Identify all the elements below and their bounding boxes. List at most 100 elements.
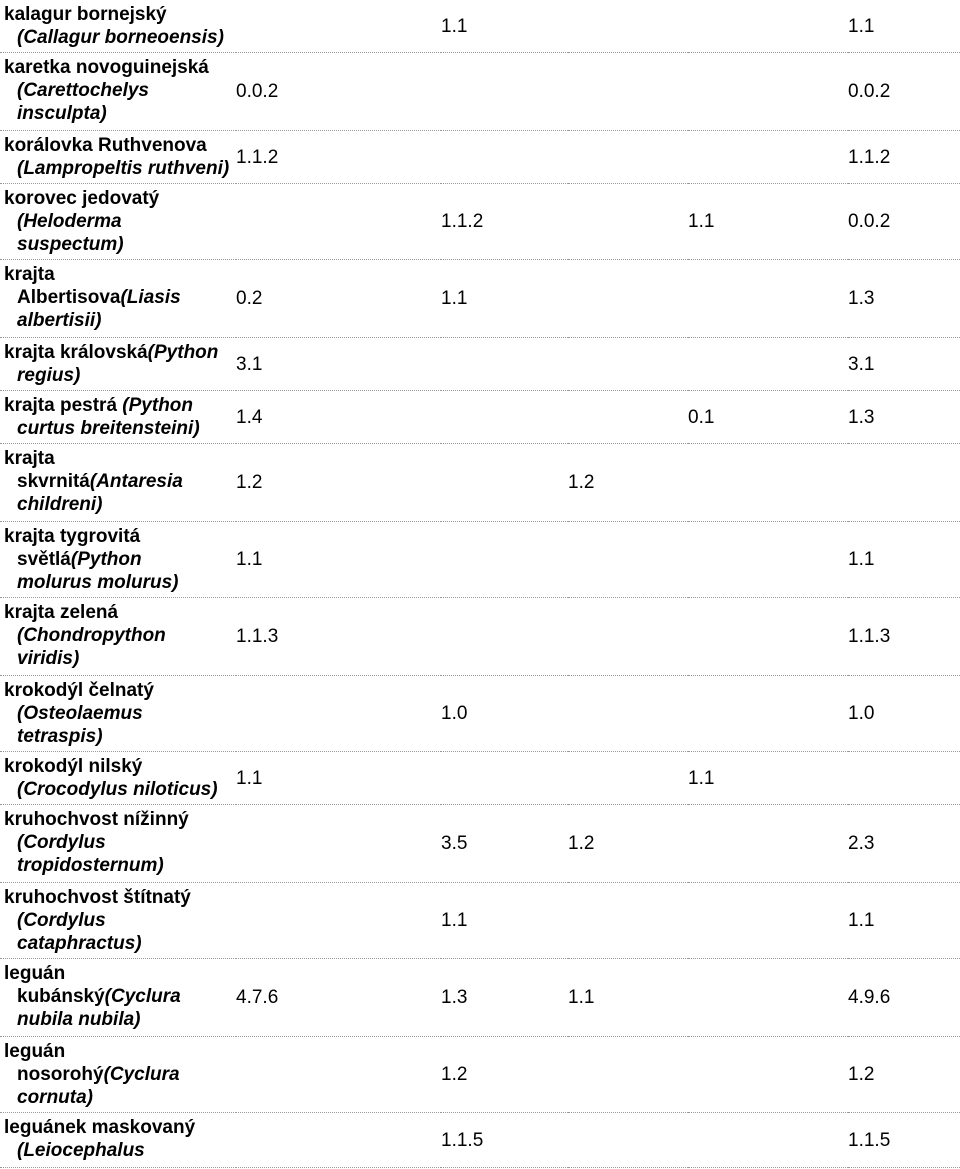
count-cell-4: 1.1 <box>688 767 715 789</box>
species-name-cell: krajta skvrnitá(Antaresia childreni) <box>0 444 236 522</box>
scientific-name-text: (Python <box>122 395 194 416</box>
count-cell-4 <box>688 53 848 131</box>
name-continuation-line: regius) <box>4 364 236 387</box>
count-cell-2: 1.1 <box>441 288 468 309</box>
species-name-cell: korálovka Ruthvenova (Lampropeltis ruthve… <box>0 131 236 184</box>
name-continuation-line: viridis) <box>4 647 236 670</box>
common-name-line: krajta pestrá (Python <box>4 394 236 417</box>
species-name-cell: leguánek maskovaný (Leiocephalus <box>0 1113 236 1168</box>
name-continuation-line: nubila nubila) <box>4 1008 236 1031</box>
common-name-text: krajta královská <box>4 342 148 363</box>
species-name-cell: kalagur bornejský (Callagur borneoensis) <box>0 0 236 53</box>
table-row: korovec jedovatý (Heloderma suspectum) 1.1.… <box>0 184 960 260</box>
count-cell-3 <box>568 752 688 805</box>
count-cell-5: 1.1 <box>848 910 875 931</box>
scientific-name-text: cataphractus) <box>17 933 142 954</box>
scientific-name-text: insculpta) <box>17 103 107 124</box>
count-cell-1 <box>236 805 441 883</box>
species-name-cell: korovec jedovatý (Heloderma suspectum) <box>0 184 236 260</box>
scientific-name-text: (Python <box>70 549 142 570</box>
species-name-cell: leguán kubánský(Cyclura nubila nubila) <box>0 959 236 1037</box>
scientific-name-text: (Antaresia <box>89 471 183 492</box>
table-row: kalagur bornejský (Callagur borneoensis) 1… <box>0 0 960 53</box>
table-row: kruhochvost štítnatý (Cordylus cataphractu… <box>0 883 960 959</box>
count-cell-5: 2.3 <box>848 833 875 854</box>
table-row: leguánek maskovaný (Leiocephalus 1.1.5 1.1.… <box>0 1113 960 1168</box>
name-continuation-line: insculpta) <box>4 102 236 125</box>
count-cell-4 <box>688 260 848 338</box>
name-continuation-line: nosorohý(Cyclura <box>4 1063 236 1086</box>
species-name-cell: leguán nosorohý(Cyclura cornuta) <box>0 1037 236 1113</box>
count-cell-1 <box>236 1113 441 1168</box>
count-cell-5: 1.1.2 <box>848 146 891 168</box>
table-row: leguán kubánský(Cyclura nubila nubila) 4.7.… <box>0 959 960 1037</box>
common-name-text: krajta <box>4 448 55 469</box>
common-name-line: krajta tygrovitá <box>4 525 236 548</box>
common-name-text: skvrnitá <box>17 471 90 492</box>
common-name-line: korálovka Ruthvenova <box>4 134 236 157</box>
count-cell-5 <box>848 752 960 805</box>
name-continuation-line: tropidosternum) <box>4 854 236 877</box>
count-cell-1: 4.7.6 <box>236 987 279 1008</box>
count-cell-3 <box>568 1113 688 1168</box>
count-cell-3: 1.1 <box>568 987 595 1008</box>
common-name-text: kubánský <box>17 986 105 1007</box>
count-cell-3 <box>568 260 688 338</box>
common-name-line: leguánek maskovaný <box>4 1116 236 1139</box>
species-name-cell: krajta zelená (Chondropython viridis) <box>0 598 236 676</box>
scientific-name-text: (Callagur borneoensis) <box>17 27 224 48</box>
scientific-name-text: (Liasis <box>120 287 181 308</box>
count-cell-4 <box>688 444 848 522</box>
table-row: krajta tygrovitá světlá(Python molurus mol… <box>0 522 960 598</box>
name-continuation-line: Albertisova(Liasis <box>4 286 236 309</box>
table-row: krajta skvrnitá(Antaresia childreni) 1.2 1.2 <box>0 444 960 522</box>
common-name-text: kruhochvost štítnatý <box>4 887 191 908</box>
count-cell-4 <box>688 805 848 883</box>
count-cell-2 <box>441 444 568 522</box>
count-cell-5: 1.1 <box>848 15 875 37</box>
common-name-line: krajta <box>4 447 236 470</box>
scientific-name-text: (Cordylus <box>17 910 106 931</box>
common-name-text: korálovka Ruthvenova <box>4 135 207 156</box>
count-cell-3 <box>568 522 688 598</box>
table-row: krajta Albertisova(Liasis albertisii) 0.2 1.… <box>0 260 960 338</box>
common-name-text: krajta pestrá <box>4 395 123 416</box>
common-name-text: krokodýl čelnatý <box>4 680 154 701</box>
common-name-line: kruhochvost nížinný <box>4 808 236 831</box>
count-cell-1: 1.1.3 <box>236 626 279 647</box>
scientific-name-text: nubila nubila) <box>17 1009 141 1030</box>
name-continuation-line: albertisii) <box>4 309 236 332</box>
common-name-line: korovec jedovatý <box>4 187 236 210</box>
count-cell-2: 1.1 <box>441 15 468 37</box>
count-cell-2: 1.0 <box>441 703 468 724</box>
table-row: kruhochvost nížinný (Cordylus tropidostern… <box>0 805 960 883</box>
common-name-text: kruhochvost nížinný <box>4 809 189 830</box>
common-name-line: karetka novoguinejská <box>4 56 236 79</box>
count-cell-2: 1.3 <box>441 987 468 1008</box>
scientific-name-text: childreni) <box>17 494 103 515</box>
scientific-name-text: suspectum) <box>17 234 124 255</box>
species-name-cell: krajta tygrovitá světlá(Python molurus mol… <box>0 522 236 598</box>
scientific-name-text: (Chondropython <box>17 625 166 646</box>
scientific-name-text: (Carettochelys <box>17 80 149 101</box>
count-cell-5: 3.1 <box>848 353 875 375</box>
table-row: krokodýl čelnatý (Osteolaemus tetraspis) 1.… <box>0 676 960 752</box>
name-continuation-line: (Callagur borneoensis) <box>4 26 236 49</box>
count-cell-5: 1.1.3 <box>848 626 891 647</box>
name-continuation-line: childreni) <box>4 493 236 516</box>
count-cell-3 <box>568 598 688 676</box>
count-cell-4 <box>688 338 848 391</box>
count-cell-4 <box>688 522 848 598</box>
name-continuation-line: suspectum) <box>4 233 236 256</box>
species-name-cell: karetka novoguinejská (Carettochelys inscu… <box>0 53 236 131</box>
count-cell-1: 1.1.2 <box>236 146 279 168</box>
name-continuation-line: (Heloderma <box>4 210 236 233</box>
count-cell-5: 1.3 <box>848 288 875 309</box>
count-cell-1: 1.4 <box>236 406 263 428</box>
count-cell-1 <box>236 676 441 752</box>
count-cell-3 <box>568 131 688 184</box>
count-cell-5: 1.1 <box>848 549 875 570</box>
